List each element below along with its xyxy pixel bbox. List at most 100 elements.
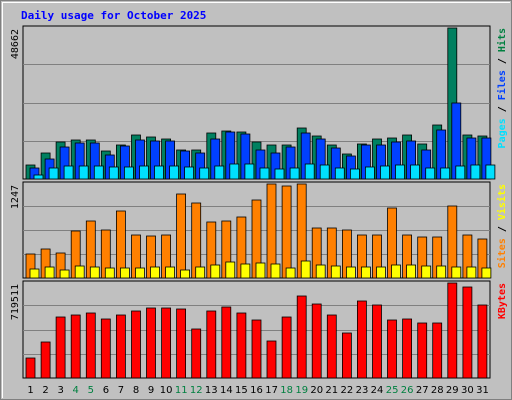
bar-pages-day-11 [184, 166, 195, 180]
x-tick-label-31: 31 [476, 385, 489, 396]
bar-kbytes-day-4 [70, 314, 81, 379]
bar-pages-day-29 [455, 165, 466, 180]
x-tick-label-17: 17 [265, 385, 278, 396]
bar-visits-day-11 [176, 193, 187, 279]
x-tick-label-19: 19 [295, 385, 308, 396]
bar-sites-day-30 [466, 266, 477, 279]
bar-kbytes-day-17 [266, 340, 277, 379]
bar-sites-day-19 [300, 260, 311, 279]
bar-kbytes-day-8 [131, 310, 141, 379]
x-tick-label-28: 28 [431, 385, 444, 396]
side-label-kbytes: KBytes [497, 283, 508, 319]
side-label-visits-sites: Sites / Visits [496, 184, 508, 268]
bar-pages-day-14 [229, 163, 240, 180]
x-tick-label-24: 24 [371, 385, 384, 396]
x-tick-label-20: 20 [310, 385, 323, 396]
bar-kbytes-day-21 [326, 314, 337, 379]
bar-kbytes-day-25 [387, 319, 397, 379]
bar-pages-day-27 [425, 167, 436, 180]
bar-sites-day-10 [165, 266, 176, 279]
bar-pages-day-1 [33, 174, 44, 180]
bar-kbytes-day-7 [116, 314, 126, 379]
bar-sites-day-3 [59, 269, 70, 279]
bar-pages-day-12 [199, 167, 210, 180]
bar-kbytes-day-24 [372, 304, 382, 379]
x-tick-label-15: 15 [235, 385, 248, 396]
bar-kbytes-day-9 [146, 307, 156, 379]
max-label-visits-sites: 1247 [10, 185, 21, 209]
x-tick-label-13: 13 [205, 385, 218, 396]
bar-pages-day-30 [470, 164, 481, 180]
x-tick-label-1: 1 [27, 385, 33, 396]
bar-sites-day-22 [345, 266, 356, 279]
x-tick-label-16: 16 [250, 385, 263, 396]
bar-sites-day-14 [225, 261, 236, 279]
bar-kbytes-day-20 [311, 303, 322, 379]
bar-pages-day-24 [380, 165, 390, 180]
bar-pages-day-13 [214, 165, 225, 180]
bar-kbytes-day-29 [447, 282, 458, 379]
bar-sites-day-26 [406, 264, 417, 279]
bar-sites-day-13 [210, 264, 221, 279]
bar-pages-day-3 [63, 165, 74, 180]
bar-kbytes-day-19 [296, 295, 307, 379]
bar-kbytes-day-27 [417, 322, 428, 379]
bar-sites-day-29 [451, 266, 462, 279]
bar-sites-day-1 [29, 268, 40, 279]
bar-pages-day-31 [485, 164, 496, 180]
bar-kbytes-day-12 [191, 328, 202, 379]
x-tick-label-8: 8 [133, 385, 139, 396]
x-tick-label-21: 21 [325, 385, 338, 396]
bar-pages-day-17 [274, 168, 285, 180]
bar-sites-day-27 [421, 265, 432, 279]
bar-pages-day-22 [349, 168, 360, 180]
bar-kbytes-day-5 [85, 312, 96, 379]
bar-pages-day-9 [154, 165, 164, 180]
side-label-part-4: Hits [496, 28, 508, 52]
bar-pages-day-28 [440, 167, 451, 180]
bar-kbytes-day-30 [462, 286, 473, 379]
bar-sites-day-7 [120, 267, 130, 279]
side-label-part-2: Visits [496, 184, 508, 220]
bar-pages-day-4 [78, 165, 89, 180]
bar-pages-day-15 [244, 163, 255, 180]
bar-kbytes-day-26 [402, 318, 413, 379]
x-tick-label-30: 30 [461, 385, 474, 396]
side-label-part-0: Pages [497, 118, 508, 148]
bar-kbytes-day-22 [341, 332, 352, 379]
side-label-part-2: Files [496, 70, 508, 100]
bar-pages-day-26 [410, 164, 421, 180]
bar-kbytes-day-1 [25, 357, 36, 379]
bar-kbytes-day-3 [55, 316, 66, 379]
bar-kbytes-day-14 [221, 306, 232, 379]
x-tick-label-14: 14 [220, 385, 233, 396]
bar-sites-day-15 [240, 263, 251, 279]
x-tick-label-25: 25 [386, 385, 399, 396]
bar-sites-day-20 [315, 264, 326, 279]
x-tick-label-29: 29 [446, 385, 459, 396]
side-label-part-1: / [497, 100, 508, 118]
bar-pages-day-7 [124, 166, 134, 180]
bar-sites-day-9 [150, 266, 160, 279]
x-tick-label-10: 10 [160, 385, 173, 396]
x-tick-label-22: 22 [341, 385, 354, 396]
x-tick-label-18: 18 [280, 385, 293, 396]
bar-pages-day-23 [364, 166, 375, 180]
x-tick-label-7: 7 [118, 385, 124, 396]
bar-pages-day-6 [108, 166, 119, 180]
bar-visits-day-18 [281, 185, 292, 279]
bar-pages-day-16 [259, 167, 270, 180]
x-tick-label-23: 23 [356, 385, 369, 396]
bar-kbytes-day-15 [236, 312, 247, 379]
max-label-hits-files-pages: 48662 [10, 29, 21, 59]
bar-sites-day-6 [104, 267, 115, 279]
x-tick-label-12: 12 [190, 385, 203, 396]
max-label-kbytes: 719511 [10, 284, 21, 320]
bar-pages-day-20 [319, 164, 330, 180]
bar-kbytes-day-18 [281, 316, 292, 379]
bar-pages-day-21 [334, 167, 345, 180]
bar-pages-day-8 [139, 165, 149, 180]
x-tick-label-9: 9 [148, 385, 154, 396]
bar-kbytes-day-10 [161, 307, 172, 379]
